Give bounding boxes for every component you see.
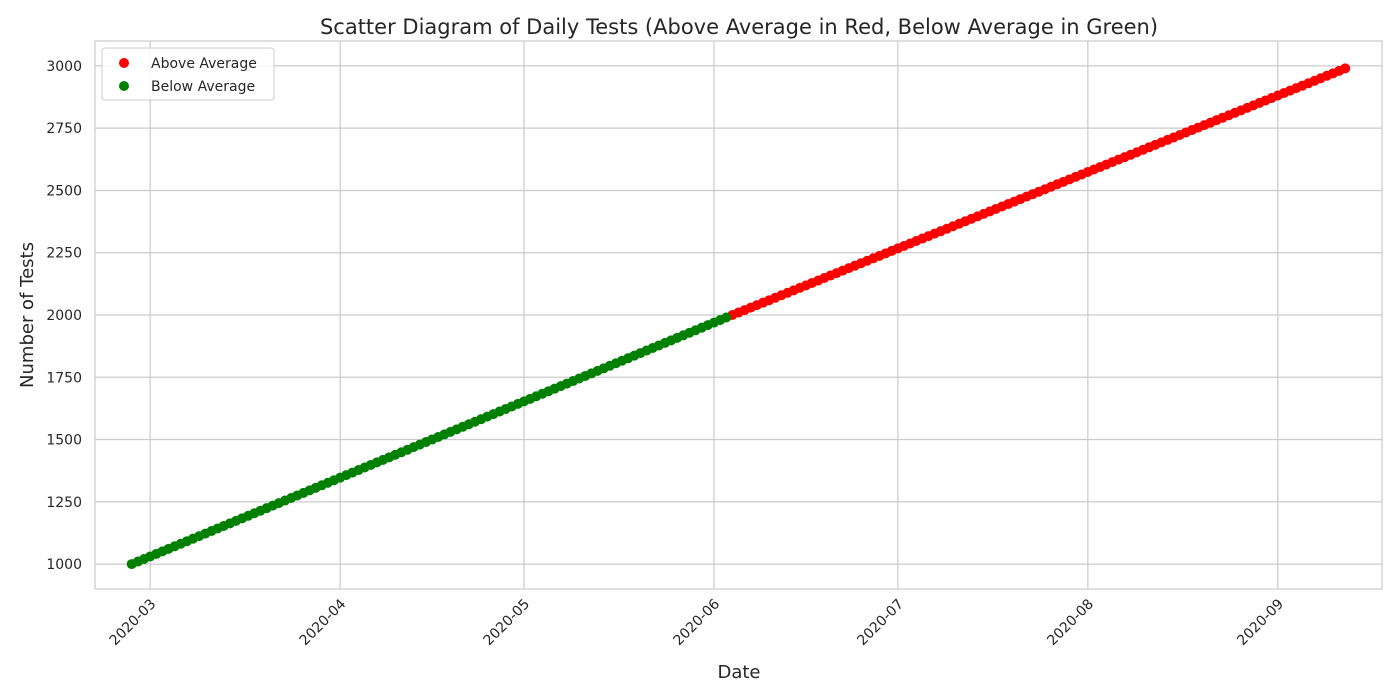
legend-marker-below-average <box>119 81 129 91</box>
data-points <box>126 63 1351 570</box>
y-tick-label: 3000 <box>46 59 82 75</box>
y-tick-label: 2250 <box>46 246 82 262</box>
chart-title: Scatter Diagram of Daily Tests (Above Av… <box>320 15 1158 39</box>
y-axis-title: Number of Tests <box>17 242 38 388</box>
plot-frame <box>94 40 1383 590</box>
y-tick-label: 1000 <box>46 557 82 573</box>
y-tick-label: 1750 <box>46 370 82 386</box>
legend-frame <box>101 47 275 101</box>
y-tick-label: 2750 <box>46 121 82 137</box>
legend-label-below-average: Below Average <box>151 79 255 95</box>
y-tick-label: 2500 <box>46 183 82 199</box>
x-axis-title: Date <box>717 662 760 683</box>
y-tick-labels: 1000 1250 1500 1750 2000 2250 2500 2750 3000 <box>46 59 82 573</box>
y-tick-label: 1250 <box>46 495 82 511</box>
legend-marker-above-average <box>119 58 129 68</box>
data-point <box>1340 63 1351 74</box>
y-tick-label: 2000 <box>46 308 82 324</box>
legend-label-above-average: Above Average <box>151 56 257 72</box>
legend: Above Average Below Average <box>101 47 275 101</box>
y-tick-label: 1500 <box>46 433 82 449</box>
data-point <box>721 312 732 323</box>
